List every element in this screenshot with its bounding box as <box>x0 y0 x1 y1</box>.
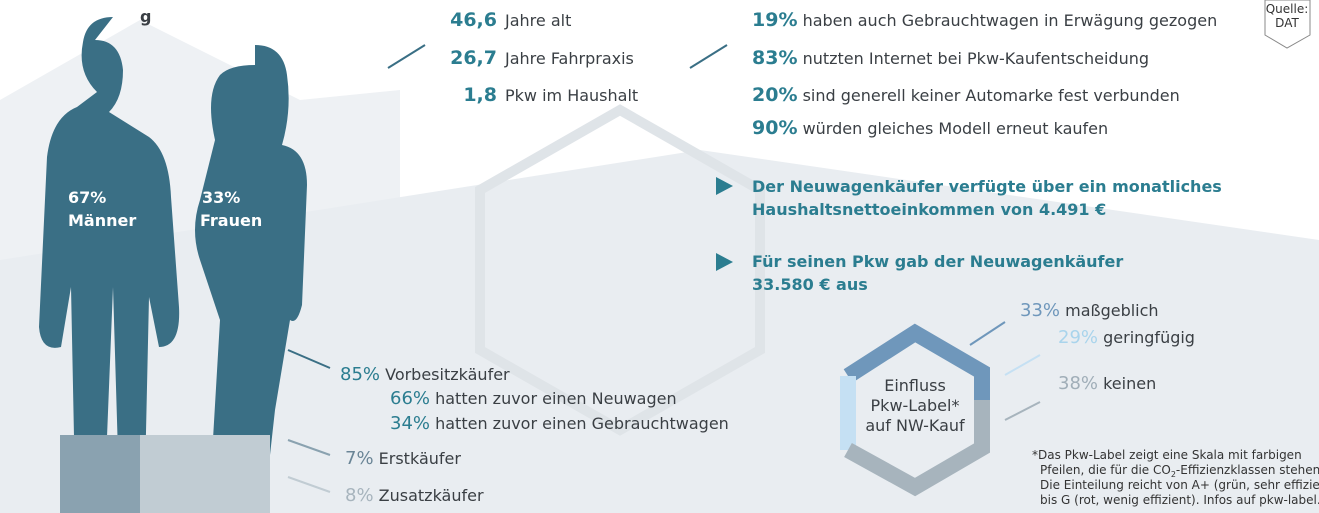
fact: Für seinen Pkw gab der Neuwagenkäufer <box>752 252 1123 271</box>
stat-value: 83% <box>752 47 797 69</box>
gender-label: Männer <box>68 211 136 230</box>
text-line: 90% würden gleiches Modell erneut kaufen <box>752 117 1108 139</box>
text-line: 33% maßgeblich <box>1020 300 1159 321</box>
text-line: 19% haben auch Gebrauchtwagen in Erwägun… <box>752 9 1217 31</box>
stat-value: 20% <box>752 84 797 106</box>
share-label: keinen <box>1103 374 1156 393</box>
buyer-label: hatten zuvor einen Neuwagen <box>435 389 677 408</box>
shape <box>140 435 270 513</box>
stat-value: 26,7 <box>450 47 497 69</box>
text-line: 20% sind generell keiner Automarke fest … <box>752 84 1180 106</box>
stat-value: 19% <box>752 9 797 31</box>
text-line: 8% Zusatzkäufer <box>345 485 484 506</box>
stat-label: würden gleiches Modell erneut kaufen <box>803 119 1109 138</box>
gender-value: 33% <box>202 188 240 207</box>
stat-value: 1,8 <box>463 84 497 106</box>
share-value: 33% <box>1020 300 1060 321</box>
buyer-value: 85% <box>340 364 380 385</box>
text-line: Pfeilen, die für die CO2-Effizienzklasse… <box>1040 463 1319 479</box>
fact: Haushaltsnettoeinkommen von 4.491 € <box>752 200 1106 219</box>
footnote: Die Einteilung reicht von A+ (grün, sehr… <box>1040 478 1319 492</box>
hex-title: Einfluss <box>884 376 946 395</box>
share-value: 29% <box>1058 327 1098 348</box>
stat-value: 46,6 <box>450 9 497 31</box>
stat-label: Jahre Fahrpraxis <box>504 49 634 68</box>
fact: 33.580 € aus <box>752 275 868 294</box>
divider <box>388 45 425 68</box>
title-fragment: g <box>140 7 151 26</box>
buyer-value: 7% <box>345 448 374 469</box>
share-value: 38% <box>1058 373 1098 394</box>
footnote: -Effizienzklassen stehen. <box>1176 463 1319 477</box>
text-line: 85% Vorbesitzkäufer <box>340 364 510 385</box>
hex-title: auf NW-Kauf <box>865 416 965 435</box>
source-label: Quelle: <box>1266 2 1309 16</box>
divider <box>690 45 727 68</box>
text-line: 7% Erstkäufer <box>345 448 461 469</box>
infographic: g Quelle: DAT 46,6 Jahre alt 26,7 Jahre … <box>0 0 1319 513</box>
hex-title: Pkw-Label* <box>871 396 960 415</box>
buyer-value: 34% <box>390 413 430 434</box>
stat-label: sind generell keiner Automarke fest verb… <box>803 86 1180 105</box>
buyer-value: 66% <box>390 388 430 409</box>
gender-value: 67% <box>68 188 106 207</box>
fact: Der Neuwagenkäufer verfügte über ein mon… <box>752 177 1222 196</box>
buyer-value: 8% <box>345 485 374 506</box>
text-line: 83% nutzten Internet bei Pkw-Kaufentsche… <box>752 47 1149 69</box>
gender-label: Frauen <box>200 211 262 230</box>
stat-label: nutzten Internet bei Pkw-Kaufentscheidun… <box>803 49 1149 68</box>
share-label: geringfügig <box>1103 328 1195 347</box>
stat-label: Jahre alt <box>504 11 571 30</box>
stat-label: Pkw im Haushalt <box>505 86 638 105</box>
text-line: 29% geringfügig <box>1058 327 1195 348</box>
share-label: maßgeblich <box>1065 301 1158 320</box>
footnote: bis G (rot, wenig effizient). Infos auf … <box>1040 493 1319 507</box>
stat-label: haben auch Gebrauchtwagen in Erwägung ge… <box>803 11 1218 30</box>
buyer-label: Erstkäufer <box>379 449 462 468</box>
footnote: Pfeilen, die für die CO <box>1040 463 1171 477</box>
buyer-label: Zusatzkäufer <box>379 486 484 505</box>
text-line: 34% hatten zuvor einen Gebrauchtwagen <box>390 413 729 434</box>
source-name: DAT <box>1275 16 1299 30</box>
text-line: 38% keinen <box>1058 373 1156 394</box>
stat-value: 90% <box>752 117 797 139</box>
text-line: 66% hatten zuvor einen Neuwagen <box>390 388 677 409</box>
buyer-label: hatten zuvor einen Gebrauchtwagen <box>435 414 729 433</box>
footnote: *Das Pkw-Label zeigt eine Skala mit farb… <box>1032 448 1302 462</box>
buyer-label: Vorbesitzkäufer <box>385 365 510 384</box>
